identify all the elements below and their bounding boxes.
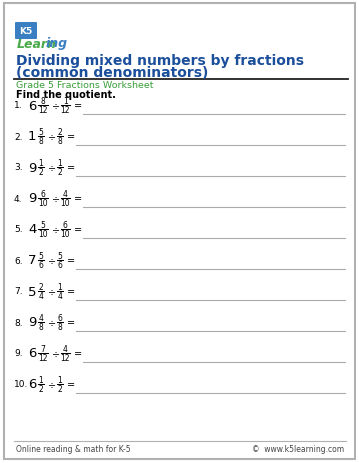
Text: ©  www.k5learning.com: © www.k5learning.com — [252, 444, 344, 454]
Text: 6: 6 — [38, 260, 43, 269]
Text: 5: 5 — [28, 285, 37, 298]
Text: ÷: ÷ — [52, 101, 60, 111]
Text: =: = — [74, 194, 82, 204]
Text: 2: 2 — [57, 384, 62, 393]
Text: ÷: ÷ — [52, 225, 60, 234]
Text: =: = — [74, 101, 82, 111]
Text: 1: 1 — [57, 159, 62, 168]
Text: 10: 10 — [38, 199, 48, 207]
Text: 9: 9 — [28, 316, 36, 329]
Text: 1: 1 — [57, 282, 62, 291]
Text: 5: 5 — [40, 220, 45, 230]
Text: ÷: ÷ — [52, 348, 60, 358]
Text: 1: 1 — [63, 97, 68, 106]
Text: 4: 4 — [38, 313, 43, 322]
Text: Grade 5 Fractions Worksheet: Grade 5 Fractions Worksheet — [16, 81, 154, 90]
Text: 10: 10 — [61, 230, 70, 238]
Text: 2: 2 — [38, 168, 43, 176]
Text: 2: 2 — [57, 128, 62, 137]
Text: 9.: 9. — [14, 349, 23, 358]
Text: (common denominators): (common denominators) — [16, 66, 208, 80]
Text: 8: 8 — [57, 137, 62, 146]
Text: 6: 6 — [28, 347, 36, 360]
Text: ÷: ÷ — [48, 287, 56, 296]
Text: 5: 5 — [38, 128, 43, 137]
Text: 7: 7 — [40, 344, 45, 353]
Text: 9: 9 — [28, 192, 36, 205]
Text: =: = — [67, 256, 75, 265]
FancyBboxPatch shape — [4, 4, 355, 459]
Text: =: = — [67, 131, 75, 142]
Text: ing: ing — [46, 38, 68, 50]
Text: 5.: 5. — [14, 225, 23, 234]
Text: 10: 10 — [61, 199, 70, 207]
Text: 1: 1 — [38, 159, 43, 168]
Text: 3.: 3. — [14, 163, 23, 172]
Text: 5: 5 — [38, 251, 43, 260]
Text: 12: 12 — [61, 353, 70, 362]
Text: =: = — [67, 287, 75, 296]
Text: 1: 1 — [38, 375, 43, 384]
Text: 6: 6 — [63, 220, 68, 230]
Text: 4: 4 — [57, 291, 62, 300]
Text: 6: 6 — [28, 378, 36, 391]
Text: 4: 4 — [63, 344, 68, 353]
Text: 1.: 1. — [14, 101, 23, 110]
Text: 2: 2 — [38, 282, 43, 291]
Text: 1: 1 — [28, 130, 37, 143]
Text: ÷: ÷ — [48, 131, 56, 142]
Text: =: = — [67, 163, 75, 173]
Text: 8: 8 — [41, 97, 45, 106]
Text: 12: 12 — [38, 353, 47, 362]
Text: 2.: 2. — [14, 132, 23, 141]
FancyBboxPatch shape — [15, 23, 37, 40]
Text: =: = — [74, 225, 82, 234]
Text: 8: 8 — [57, 322, 62, 332]
Text: 5: 5 — [57, 251, 62, 260]
Text: 1: 1 — [57, 375, 62, 384]
Text: 4.: 4. — [14, 194, 23, 203]
Text: 9: 9 — [28, 161, 36, 174]
Text: =: = — [67, 379, 75, 389]
Text: 7: 7 — [28, 254, 37, 267]
Text: ÷: ÷ — [52, 194, 60, 204]
Text: 10.: 10. — [14, 380, 28, 388]
Text: 8: 8 — [38, 322, 43, 332]
Text: 2: 2 — [57, 168, 62, 176]
Text: 6: 6 — [57, 260, 62, 269]
Text: 12: 12 — [61, 106, 70, 115]
Text: 4: 4 — [28, 223, 36, 236]
Text: =: = — [74, 348, 82, 358]
Text: 4: 4 — [63, 189, 68, 199]
Text: 6: 6 — [28, 99, 36, 112]
Text: 2: 2 — [38, 384, 43, 393]
Text: ÷: ÷ — [48, 317, 56, 327]
Text: Dividing mixed numbers by fractions: Dividing mixed numbers by fractions — [16, 54, 304, 68]
Text: Learn: Learn — [17, 38, 57, 50]
Text: ÷: ÷ — [48, 256, 56, 265]
Text: 6: 6 — [40, 189, 45, 199]
Text: ÷: ÷ — [48, 379, 56, 389]
Text: 8: 8 — [38, 137, 43, 146]
Text: 4: 4 — [38, 291, 43, 300]
Text: 8.: 8. — [14, 318, 23, 327]
Text: 10: 10 — [38, 230, 48, 238]
Text: K5: K5 — [19, 27, 33, 36]
Text: 7.: 7. — [14, 287, 23, 296]
Text: 12: 12 — [38, 106, 47, 115]
Text: =: = — [67, 317, 75, 327]
Text: Find the quotient.: Find the quotient. — [16, 90, 116, 100]
Text: ÷: ÷ — [48, 163, 56, 173]
Text: 6.: 6. — [14, 256, 23, 265]
Text: 6: 6 — [57, 313, 62, 322]
Text: Online reading & math for K-5: Online reading & math for K-5 — [16, 444, 131, 454]
